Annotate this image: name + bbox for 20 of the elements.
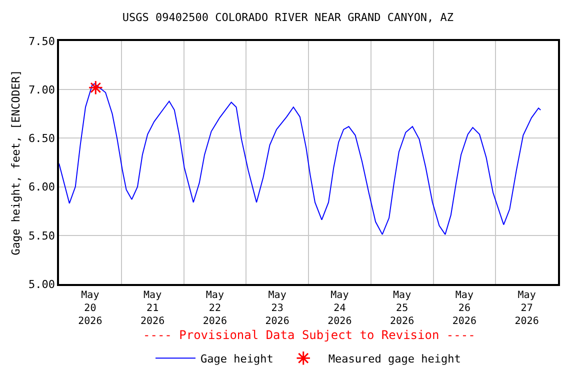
x-tick-label: May 23 2026 [265,290,290,327]
y-tick-label: 5.50 [28,229,56,242]
y-tick-label: 7.00 [28,83,56,96]
x-tick-label: May 20 2026 [78,290,102,327]
y-axis-title: Gage height, feet, [ENCODER] [10,70,23,256]
line-series [59,83,542,235]
x-tick-label: May 22 2026 [202,290,227,327]
chart-title: USGS 09402500 COLORADO RIVER NEAR GRAND CANYON, AZ [122,11,454,24]
x-tick-label: May 25 2026 [390,290,414,327]
y-tick-label: 7.50 [28,34,56,48]
text: ---- Provisional Data Subject to Revision ---- [143,328,476,342]
y-tick-label: 6.00 [28,180,56,194]
y-tick-label: 5.00 [28,278,56,291]
x-tick-label: May 21 2026 [140,290,165,327]
x-tick-label: May 27 2026 [514,290,539,327]
x-tick-label: May 24 2026 [328,290,352,327]
y-tick-label: 6.50 [28,132,56,146]
x-tick-label: May 26 2026 [452,290,476,327]
legend-label: Gage height [200,352,274,366]
legend-label: Measured gage height [328,352,461,366]
